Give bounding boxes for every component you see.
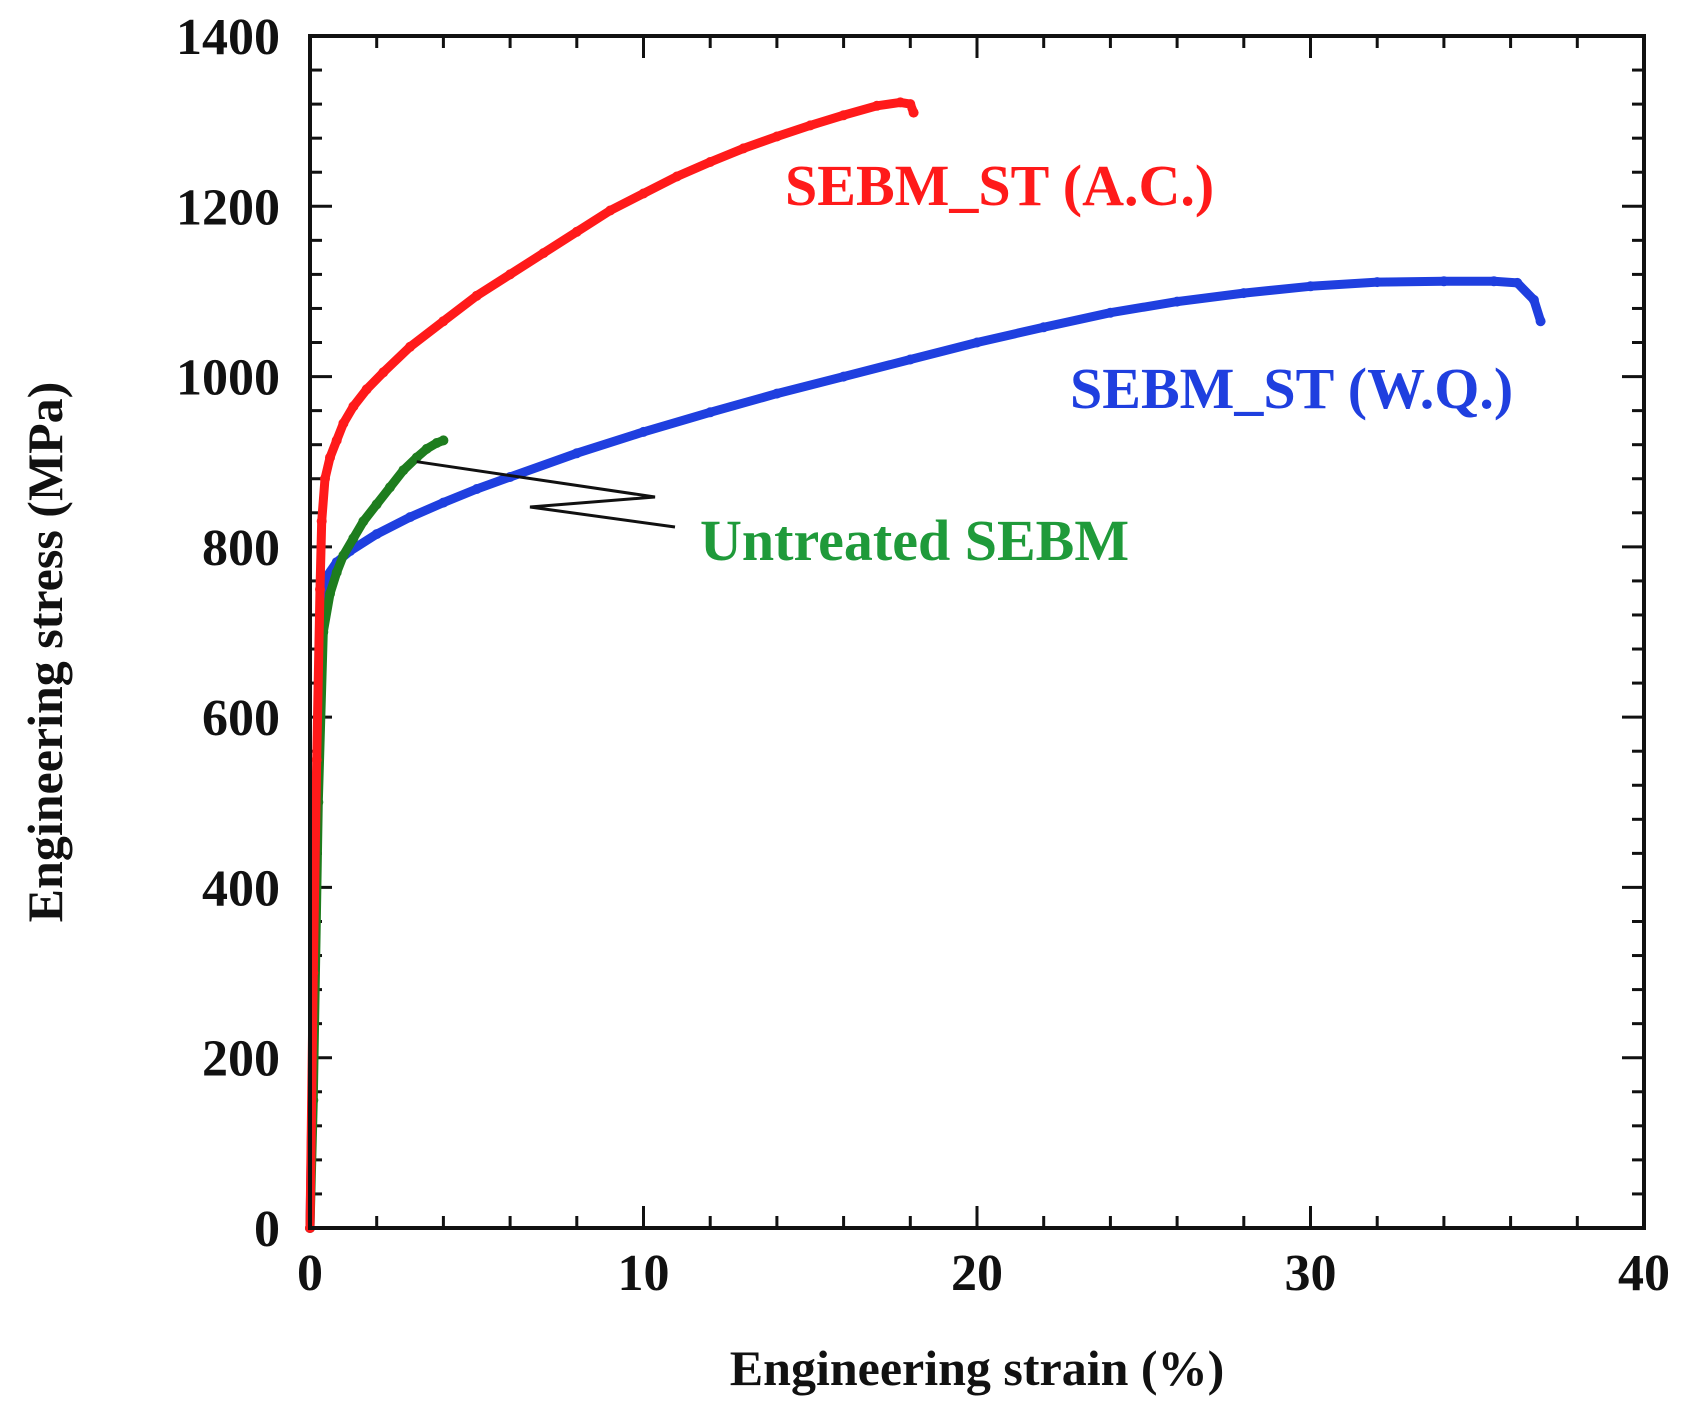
data-point [1535, 316, 1546, 327]
data-point [838, 110, 849, 121]
data-point [1512, 277, 1523, 288]
untreated-leader-line [416, 460, 676, 529]
data-point [895, 97, 906, 108]
data-point [905, 354, 916, 365]
data-point [638, 188, 649, 199]
y-tick-label: 800 [202, 520, 280, 577]
data-point [905, 99, 916, 110]
data-point [505, 269, 516, 280]
data-point [338, 550, 349, 561]
data-point [438, 497, 449, 508]
data-point [331, 567, 342, 578]
data-point [331, 435, 342, 446]
data-point [438, 435, 449, 446]
data-point [385, 482, 395, 493]
data-point [438, 316, 449, 327]
data-point [838, 371, 849, 382]
data-point [378, 367, 389, 378]
series-line-sebm-st-w-q [305, 276, 1546, 1233]
series-line-untreated-sebm [305, 435, 448, 1233]
data-point [1438, 276, 1449, 287]
data-point [771, 131, 782, 142]
plot-frame [308, 34, 1646, 1230]
data-point [738, 143, 749, 154]
y-tick-label: 200 [202, 1031, 280, 1088]
data-point [311, 754, 322, 765]
data-point [325, 452, 335, 463]
data-point [471, 484, 482, 494]
data-point [705, 407, 716, 418]
x-tick-label: 30 [1285, 1245, 1337, 1302]
data-point [421, 443, 432, 454]
data-point [1038, 322, 1049, 333]
y-tick-label: 1200 [176, 179, 280, 236]
data-point [358, 516, 369, 527]
series-layer [305, 97, 1546, 1233]
data-point [571, 448, 582, 459]
data-point [471, 290, 482, 301]
data-point [325, 588, 335, 599]
data-point [316, 516, 327, 527]
data-point [805, 120, 816, 131]
data-point [705, 157, 716, 167]
data-point [571, 226, 582, 237]
data-point [405, 512, 416, 523]
y-tick-label: 400 [202, 860, 280, 917]
data-point [871, 100, 882, 111]
data-point [1372, 277, 1383, 288]
x-tick-label: 0 [297, 1245, 323, 1302]
data-point [411, 452, 422, 463]
data-point [348, 401, 359, 412]
data-point [671, 171, 682, 182]
data-point [1305, 281, 1316, 292]
data-point [398, 465, 409, 476]
data-point [1172, 296, 1183, 307]
x-axis-title: Engineering strain (%) [730, 1340, 1224, 1396]
x-tick-label: 10 [618, 1245, 670, 1302]
data-point [361, 384, 372, 395]
data-point [908, 107, 919, 118]
y-tick-label: 1400 [176, 9, 280, 66]
series-label-untreated-sebm: Untreated SEBM [700, 508, 1129, 573]
data-point [320, 473, 330, 484]
data-point [348, 533, 359, 544]
series-label-sebm-st-wq: SEBM_ST (W.Q.) [1070, 356, 1513, 421]
data-point [371, 499, 382, 510]
y-tick-label: 1000 [176, 350, 280, 407]
series-line-sebm-st-a-c [305, 97, 919, 1233]
y-tick-label: 0 [254, 1201, 280, 1258]
data-point [371, 529, 382, 540]
data-point [605, 205, 616, 216]
data-point [1488, 276, 1499, 287]
data-point [405, 341, 416, 352]
x-tick-label: 40 [1618, 1245, 1670, 1302]
y-axis-title: Engineering stress (MPa) [17, 382, 73, 923]
y-tick-label: 600 [202, 690, 280, 747]
data-point [338, 418, 349, 429]
data-point [972, 337, 982, 348]
data-point [771, 388, 782, 399]
data-point [1105, 307, 1116, 318]
series-label-sebm-st-ac: SEBM_ST (A.C.) [785, 153, 1214, 218]
data-point [638, 426, 649, 437]
data-point [1238, 288, 1249, 299]
data-point [315, 584, 325, 595]
data-point [1528, 294, 1539, 305]
x-tick-label: 20 [951, 1245, 1003, 1302]
data-point [538, 248, 549, 259]
